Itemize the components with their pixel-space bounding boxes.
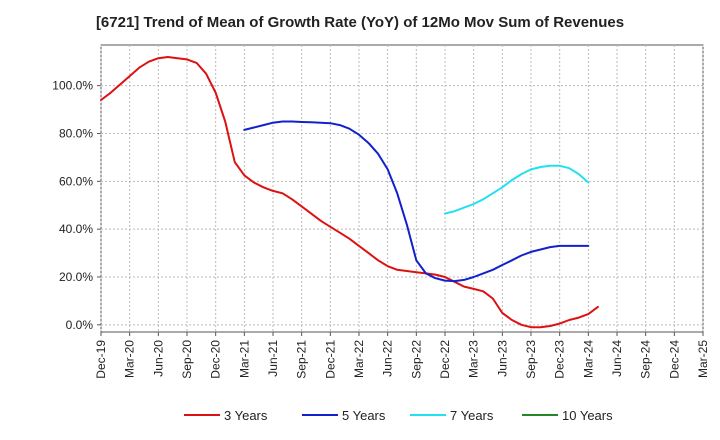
x-tick-label: Jun-22 <box>381 340 395 377</box>
y-tick-label: 60.0% <box>59 174 93 188</box>
series-line-3-years <box>100 56 599 329</box>
chart-title: [6721] Trend of Mean of Growth Rate (YoY… <box>95 14 625 31</box>
x-tick-label: Mar-24 <box>581 340 595 378</box>
x-tick-label: Sep-21 <box>295 340 309 379</box>
y-tick-label: 100.0% <box>52 79 93 93</box>
x-tick-label: Jun-23 <box>495 340 509 377</box>
x-tick-label: Jun-24 <box>610 340 624 377</box>
x-tick-label: Mar-20 <box>123 340 137 378</box>
legend-label: 5 Years <box>342 408 386 423</box>
x-tick-label: Dec-22 <box>438 340 452 379</box>
x-tick-label: Dec-24 <box>667 340 681 379</box>
x-tick-label: Dec-21 <box>323 340 337 379</box>
plot-frame <box>100 44 704 333</box>
x-tick-label: Sep-22 <box>409 340 423 379</box>
y-tick-label: 40.0% <box>59 222 93 236</box>
series-line-5-years <box>243 120 590 283</box>
x-tick-label: Mar-22 <box>352 340 366 378</box>
x-tick-label: Mar-25 <box>696 340 710 378</box>
y-tick-label: 80.0% <box>59 126 93 140</box>
x-tick-label: Dec-19 <box>94 340 108 379</box>
legend-label: 7 Years <box>450 408 494 423</box>
x-tick-label: Mar-21 <box>237 340 251 378</box>
legend-label: 3 Years <box>224 408 268 423</box>
x-tick-label: Mar-23 <box>467 340 481 378</box>
series-line-7-years <box>444 164 590 215</box>
x-tick-label: Jun-20 <box>151 340 165 377</box>
x-tick-label: Dec-20 <box>209 340 223 379</box>
y-tick-label: 20.0% <box>59 270 93 284</box>
y-tick-label: 0.0% <box>66 318 94 332</box>
legend-label: 10 Years <box>562 408 613 423</box>
x-tick-label: Sep-23 <box>524 340 538 379</box>
x-tick-label: Jun-21 <box>266 340 280 377</box>
x-tick-label: Sep-20 <box>180 340 194 379</box>
x-tick-label: Dec-23 <box>553 340 567 379</box>
x-tick-label: Sep-24 <box>639 340 653 379</box>
